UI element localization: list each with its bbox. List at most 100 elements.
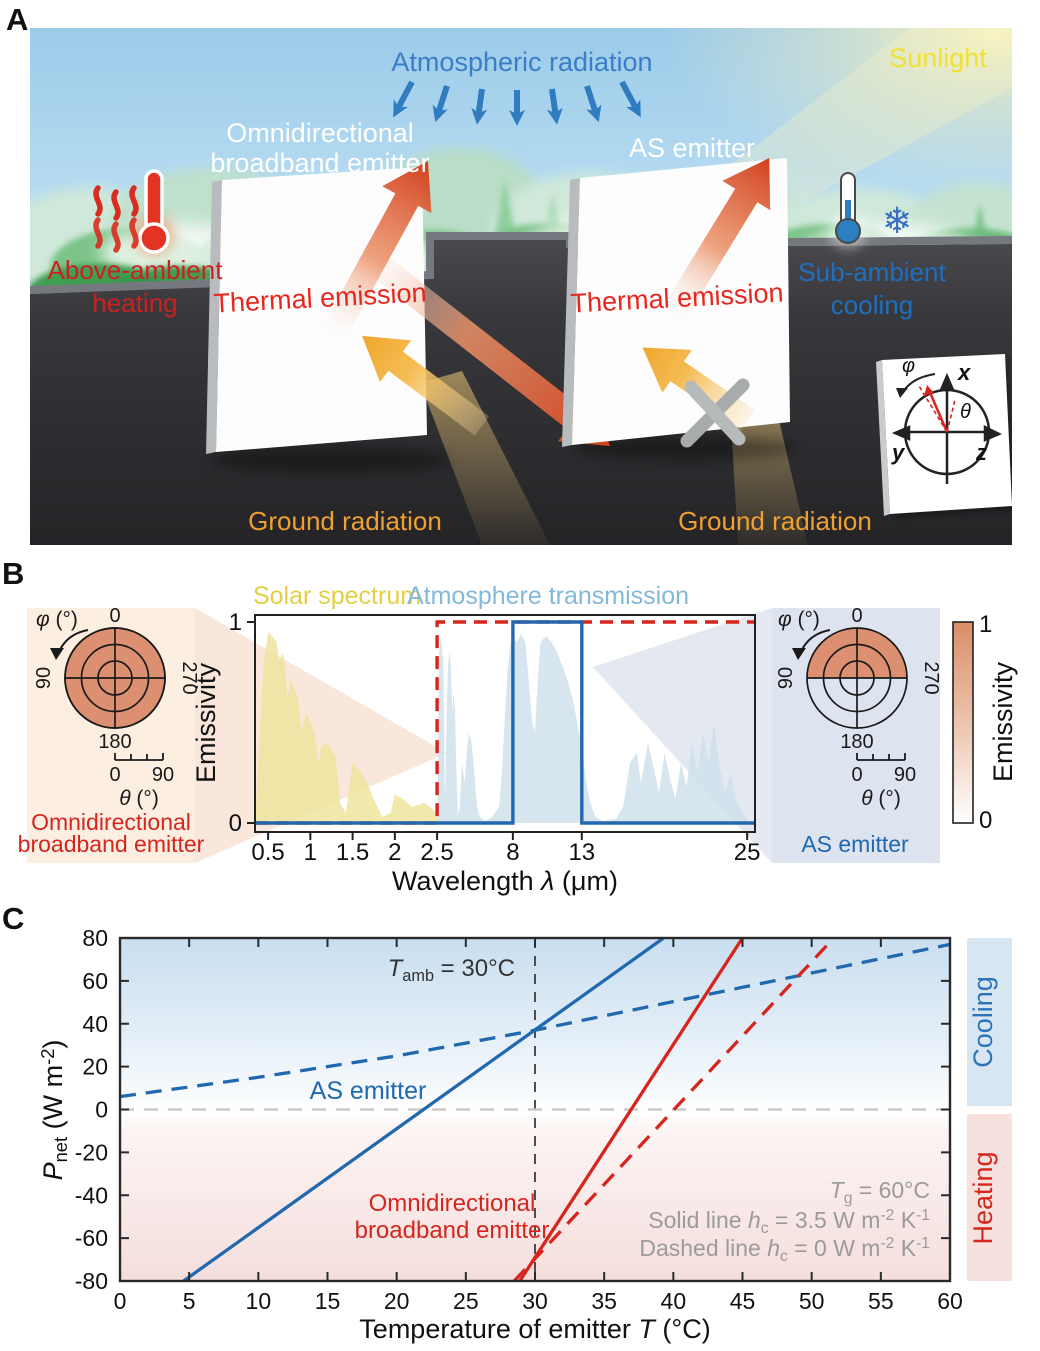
reference-lines [120,938,950,1281]
omni-polar-90: 90 [33,667,55,689]
svg-text:2.5: 2.5 [420,839,453,866]
pnet-ticks [119,937,951,1282]
panel-b-label: B [2,556,25,591]
svg-text:-20: -20 [75,1139,108,1165]
omni-polar-plot [50,627,166,761]
svg-text:0: 0 [114,1288,127,1314]
broadband-series-label-line2: broadband emitter [355,1217,550,1244]
snowflake-icon: ❄ [882,200,912,241]
atmospheric-arrows [393,80,641,126]
omni-theta-label: θ (°) [119,787,159,810]
as-polar-180: 180 [840,731,873,753]
blue-beam [593,608,772,863]
coordinate-inset: x y z φ θ [876,354,1012,518]
atmospheric-radiation-label: Atmospheric radiation [391,47,652,77]
omni-emitter-label-line2: broadband emitter [210,148,429,178]
above-ambient-label-line2: heating [92,288,177,318]
svg-text:50: 50 [799,1288,825,1314]
ground-arrow-left [362,335,490,436]
omni-polar-180: 180 [98,731,131,753]
svg-text:15: 15 [315,1288,341,1314]
as-caption: AS emitter [801,831,909,857]
ground-radiation-right-label: Ground radiation [678,506,872,536]
svg-text:40: 40 [661,1288,687,1314]
panel-a-label: A [6,2,29,37]
svg-text:80: 80 [82,925,108,951]
svg-text:8: 8 [506,839,519,866]
pnet-ylabel: Pnet (W m-2) [37,1040,71,1181]
svg-text:55: 55 [868,1288,894,1314]
svg-text:5: 5 [183,1288,196,1314]
tamb-annotation: Tamb = 30°C [388,955,515,985]
svg-text:13: 13 [568,839,595,866]
svg-text:10: 10 [246,1288,272,1314]
as-emitter-series-label: AS emitter [310,1077,427,1105]
sub-ambient-label-line2: cooling [831,290,913,320]
spectrum-ticks [247,621,749,840]
spectrum-tick-labels: 0.5 1 1.5 2 2.5 8 13 25 0 1 [229,609,761,866]
inset-y-label: y [891,440,906,465]
as-polar-270: 270 [920,661,942,694]
as-polar-phi-label: φ (°) [778,608,820,631]
inset-x-label: x [957,360,971,385]
cooling-label: Cooling [968,976,998,1068]
emissivity-colorbar [952,621,974,824]
thermal-arrow-up-left [318,161,432,347]
dashed-line-note: Dashed line hc = 0 W m-2 K-1 [639,1235,930,1265]
as-theta-min: 0 [851,764,862,786]
svg-text:25: 25 [734,839,761,866]
svg-text:1: 1 [229,609,242,636]
blocked-cross-icon [680,378,750,448]
svg-text:1.5: 1.5 [336,839,369,866]
spectrum-xlabel: Wavelength λ (μm) [392,866,618,896]
svg-text:0: 0 [95,1097,108,1123]
omni-caption-line1: Omnidirectional [31,809,191,835]
as-polar-90: 90 [775,667,797,689]
omni-polar-0: 0 [109,605,120,627]
pnet-xlabel: Temperature of emitter T (°C) [359,1314,710,1344]
omni-polar-phi-label: φ (°) [36,608,78,631]
ground-beam-right [730,390,808,545]
omni-polar-270: 270 [178,661,200,694]
spectrum-frame [254,614,756,833]
heat-waves-icon [93,185,139,253]
inset-phi-label: φ [902,355,915,377]
svg-text:-80: -80 [75,1268,108,1294]
atmosphere-transmission-title: Atmosphere transmission [407,582,689,610]
as-polar-0: 0 [851,605,862,627]
spectrum-ylabel: Emissivity [191,663,221,783]
thermal-arrow-down-left [341,232,611,447]
colorbar-label: Emissivity [988,662,1018,782]
svg-text:0: 0 [229,810,242,837]
colorbar-min: 0 [979,807,992,834]
broadband-series-label-line1: Omnidirectional [369,1190,536,1217]
svg-text:30: 30 [522,1288,548,1314]
solar-spectrum-title: Solar spectrum [253,582,421,610]
above-ambient-label-line1: Above-ambient [48,255,224,285]
as-theta-label: θ (°) [861,787,901,810]
svg-text:35: 35 [591,1288,617,1314]
omni-caption-line2: broadband emitter [18,831,205,857]
spectrum-fills [255,632,748,823]
sub-ambient-label-line1: Sub-ambient [798,257,946,287]
pnet-tick-labels: 0 5 10 15 20 25 30 35 40 45 50 55 60 -80 -60 -40 -20 0 20 4… [75,925,963,1314]
cold-thermometer-icon: ❄ [830,172,912,248]
emitter-panel-right [562,157,790,447]
svg-text:60: 60 [82,968,108,994]
as-theta-max: 90 [894,764,916,786]
tg-annotation: Tg = 60°C [830,1177,930,1207]
svg-text:-40: -40 [75,1182,108,1208]
pnet-series-lines [120,938,950,1281]
svg-text:1: 1 [304,839,317,866]
inset-theta-label: θ [960,401,971,423]
emitter-spectra-lines [255,620,755,825]
colorbar-max: 1 [979,611,992,638]
panel-b: φ (°) 0 90 270 180 0 90 θ (°) Omnidirect… [18,582,1018,896]
inset-z-label: z [975,440,987,465]
svg-text:-60: -60 [75,1225,108,1251]
hot-thermometer-icon [93,169,174,255]
svg-text:0.5: 0.5 [251,839,284,866]
svg-text:20: 20 [82,1054,108,1080]
heating-band [967,1114,1012,1281]
